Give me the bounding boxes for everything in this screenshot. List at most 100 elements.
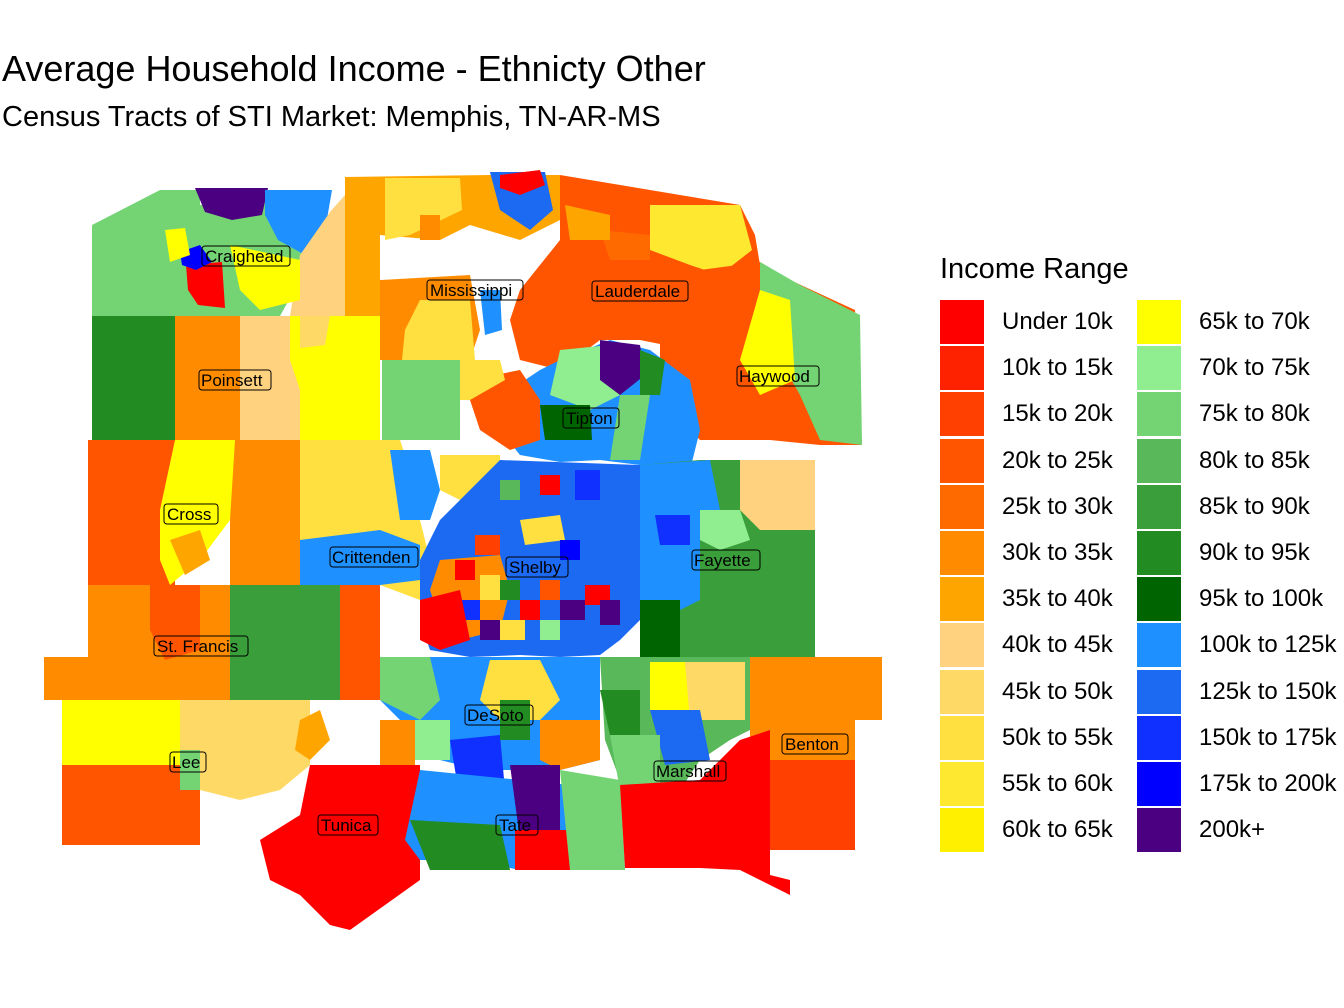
legend-label: 95k to 100k	[1199, 585, 1324, 613]
legend-label: 15k to 20k	[1002, 400, 1113, 428]
county-label-box-shelby	[505, 556, 569, 578]
county-label-crittenden: Crittenden	[332, 548, 410, 567]
legend-label: 35k to 40k	[1002, 585, 1113, 613]
legend-item: 70k to 75k	[1137, 346, 1342, 391]
county-label-haywood: Haywood	[739, 367, 810, 386]
legend-swatch	[940, 346, 984, 391]
county-labels: Craighead Mississippi Lauderdale Poinset…	[153, 245, 849, 836]
legend-swatch	[1137, 623, 1181, 668]
region-south-tracts	[620, 730, 790, 895]
legend-label: 70k to 75k	[1199, 354, 1310, 382]
map-title: Average Household Income - Ethnicty Othe…	[2, 48, 706, 89]
legend-swatch	[940, 531, 984, 575]
county-label-box-desoto	[464, 704, 534, 726]
county-label-box-tate	[495, 814, 539, 836]
legend-item: 60k to 65k	[940, 808, 1145, 853]
county-label-lee: Lee	[172, 753, 200, 772]
legend-swatch	[1137, 577, 1181, 622]
region-tate	[405, 765, 625, 870]
legend-label: 50k to 55k	[1002, 723, 1113, 751]
legend-label: 25k to 30k	[1002, 492, 1113, 520]
legend-swatch	[1137, 808, 1181, 853]
county-label-poinsett: Poinsett	[201, 371, 263, 390]
legend-label: 150k to 175k	[1199, 723, 1337, 751]
legend-title: Income Range	[940, 253, 1129, 285]
legend-item: 55k to 60k	[940, 762, 1145, 806]
legend-item: 95k to 100k	[1137, 577, 1342, 622]
county-label-marshall: Marshall	[656, 762, 720, 781]
legend-item: 90k to 95k	[1137, 531, 1342, 575]
legend-label: 45k to 50k	[1002, 677, 1113, 705]
legend-label: 200k+	[1199, 816, 1266, 844]
county-label-box-tunica	[317, 814, 379, 836]
legend-label: 40k to 45k	[1002, 631, 1113, 659]
legend-label: 85k to 90k	[1199, 492, 1310, 520]
legend-item: 40k to 45k	[940, 623, 1145, 668]
county-label-box-stfrancis	[153, 635, 249, 657]
legend-label: 30k to 35k	[1002, 539, 1113, 566]
legend-item: 175k to 200k	[1137, 762, 1342, 806]
legend-swatch	[1137, 300, 1181, 344]
legend-item: 10k to 15k	[940, 346, 1145, 391]
region-crittenden	[300, 440, 500, 600]
legend-item: 15k to 20k	[940, 392, 1145, 437]
legend-swatch	[1137, 531, 1181, 575]
legend-swatch	[940, 623, 984, 668]
choropleth-map: Craighead Mississippi Lauderdale Poinset…	[44, 170, 882, 930]
legend-item: 200k+	[1137, 808, 1342, 853]
legend-label: 60k to 65k	[1002, 816, 1113, 844]
county-label-craighead: Craighead	[205, 247, 283, 266]
region-craighead	[92, 185, 380, 316]
legend-swatch	[1137, 484, 1181, 529]
region-marshall	[600, 657, 750, 790]
legend-item: 100k to 125k	[1137, 623, 1342, 668]
legend-label: 175k to 200k	[1199, 770, 1337, 797]
county-label-box-haywood	[736, 365, 820, 387]
county-label-fayette: Fayette	[694, 551, 751, 570]
legend-item: 75k to 80k	[1137, 392, 1342, 437]
region-tipton	[470, 340, 700, 470]
county-label-tunica: Tunica	[321, 816, 372, 835]
county-label-cross: Cross	[167, 505, 211, 524]
legend-swatch	[940, 669, 984, 714]
county-label-lauderdale: Lauderdale	[595, 282, 680, 301]
legend-item: 50k to 55k	[940, 715, 1145, 760]
county-label-desoto: DeSoto	[467, 706, 524, 725]
legend-item: 80k to 85k	[1137, 438, 1342, 483]
county-label-box-mississippi	[426, 279, 524, 301]
legend-swatch	[940, 762, 984, 806]
legend-item: 150k to 175k	[1137, 715, 1342, 760]
region-fayette	[640, 460, 815, 657]
county-label-tate: Tate	[499, 816, 531, 835]
region-cross	[88, 440, 300, 585]
county-label-benton: Benton	[785, 735, 839, 754]
county-label-tipton: Tipton	[566, 409, 613, 428]
county-label-box-tipton	[562, 407, 620, 429]
legend-swatch	[1137, 669, 1181, 714]
legend-label: 55k to 60k	[1002, 770, 1113, 797]
county-label-box-crittenden	[329, 546, 419, 568]
legend-label: 65k to 70k	[1199, 308, 1310, 335]
county-label-box-marshall	[653, 760, 727, 782]
region-shelby	[420, 460, 640, 657]
legend-item: Under 10k	[940, 300, 1145, 344]
legend-swatch	[940, 715, 984, 760]
legend-swatch	[1137, 438, 1181, 483]
county-label-box-craighead	[201, 245, 291, 267]
county-label-box-fayette	[691, 549, 761, 571]
county-label-box-benton	[781, 733, 849, 755]
county-label-box-cross	[163, 503, 219, 525]
legend-item: 30k to 35k	[940, 531, 1145, 575]
legend-swatch	[940, 300, 984, 344]
legend-label: 80k to 85k	[1199, 446, 1310, 474]
legend-label: Under 10k	[1002, 308, 1113, 335]
legend-item: 45k to 50k	[940, 669, 1145, 714]
county-label-box-poinsett	[198, 369, 272, 391]
region-haywood	[660, 262, 862, 445]
county-label-mississippi: Mississippi	[430, 281, 512, 300]
legend-item: 125k to 150k	[1137, 669, 1342, 714]
legend-label: 100k to 125k	[1199, 631, 1337, 659]
legend-label: 90k to 95k	[1199, 539, 1310, 566]
county-label-shelby: Shelby	[509, 558, 561, 577]
legend-swatch	[1137, 715, 1181, 760]
